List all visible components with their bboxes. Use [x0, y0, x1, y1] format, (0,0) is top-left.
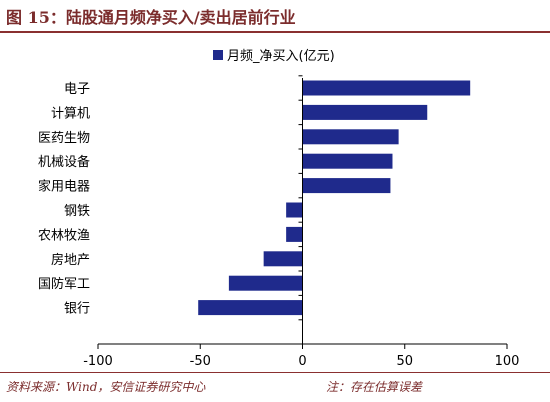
- bar: [198, 300, 303, 316]
- category-label: 国防军工: [38, 276, 90, 292]
- category-label: 医药生物: [38, 131, 90, 146]
- figure-title: 图 15：陆股通月频净买入/卖出居前行业: [6, 8, 296, 27]
- bar: [228, 275, 303, 291]
- category-label: 房地产: [51, 252, 90, 268]
- bar: [302, 80, 471, 96]
- bar-chart: 月频_净买入(亿元) 电子计算机医药生物机械设备家用电器钢铁农林牧渔房地产国防军工…: [38, 49, 520, 369]
- bar: [302, 178, 391, 194]
- footer-divider: [0, 372, 550, 373]
- x-tick-label: 0: [298, 354, 306, 369]
- category-label: 计算机: [51, 106, 90, 121]
- bar: [286, 226, 303, 242]
- x-tick-label: -100: [83, 354, 113, 369]
- legend-label: 月频_净买入(亿元): [227, 49, 335, 64]
- category-label: 机械设备: [38, 154, 90, 170]
- bar: [286, 202, 303, 218]
- x-tick-label: 50: [396, 354, 413, 369]
- x-tick-label: 100: [495, 354, 520, 369]
- title-divider: [0, 31, 550, 33]
- x-tick-label: -50: [190, 354, 211, 369]
- bar: [302, 129, 399, 145]
- legend-swatch: [213, 50, 223, 60]
- source-note: 资料来源：Wind，安信证券研究中心: [6, 380, 206, 394]
- category-label: 家用电器: [38, 179, 90, 195]
- bar: [263, 251, 303, 267]
- bar: [302, 153, 393, 169]
- estimation-note: 注：存在估算误差: [326, 380, 423, 394]
- category-label: 电子: [64, 82, 90, 97]
- bar: [302, 104, 428, 120]
- category-label: 银行: [64, 302, 90, 317]
- category-label: 钢铁: [64, 204, 90, 219]
- category-label: 农林牧渔: [38, 228, 90, 243]
